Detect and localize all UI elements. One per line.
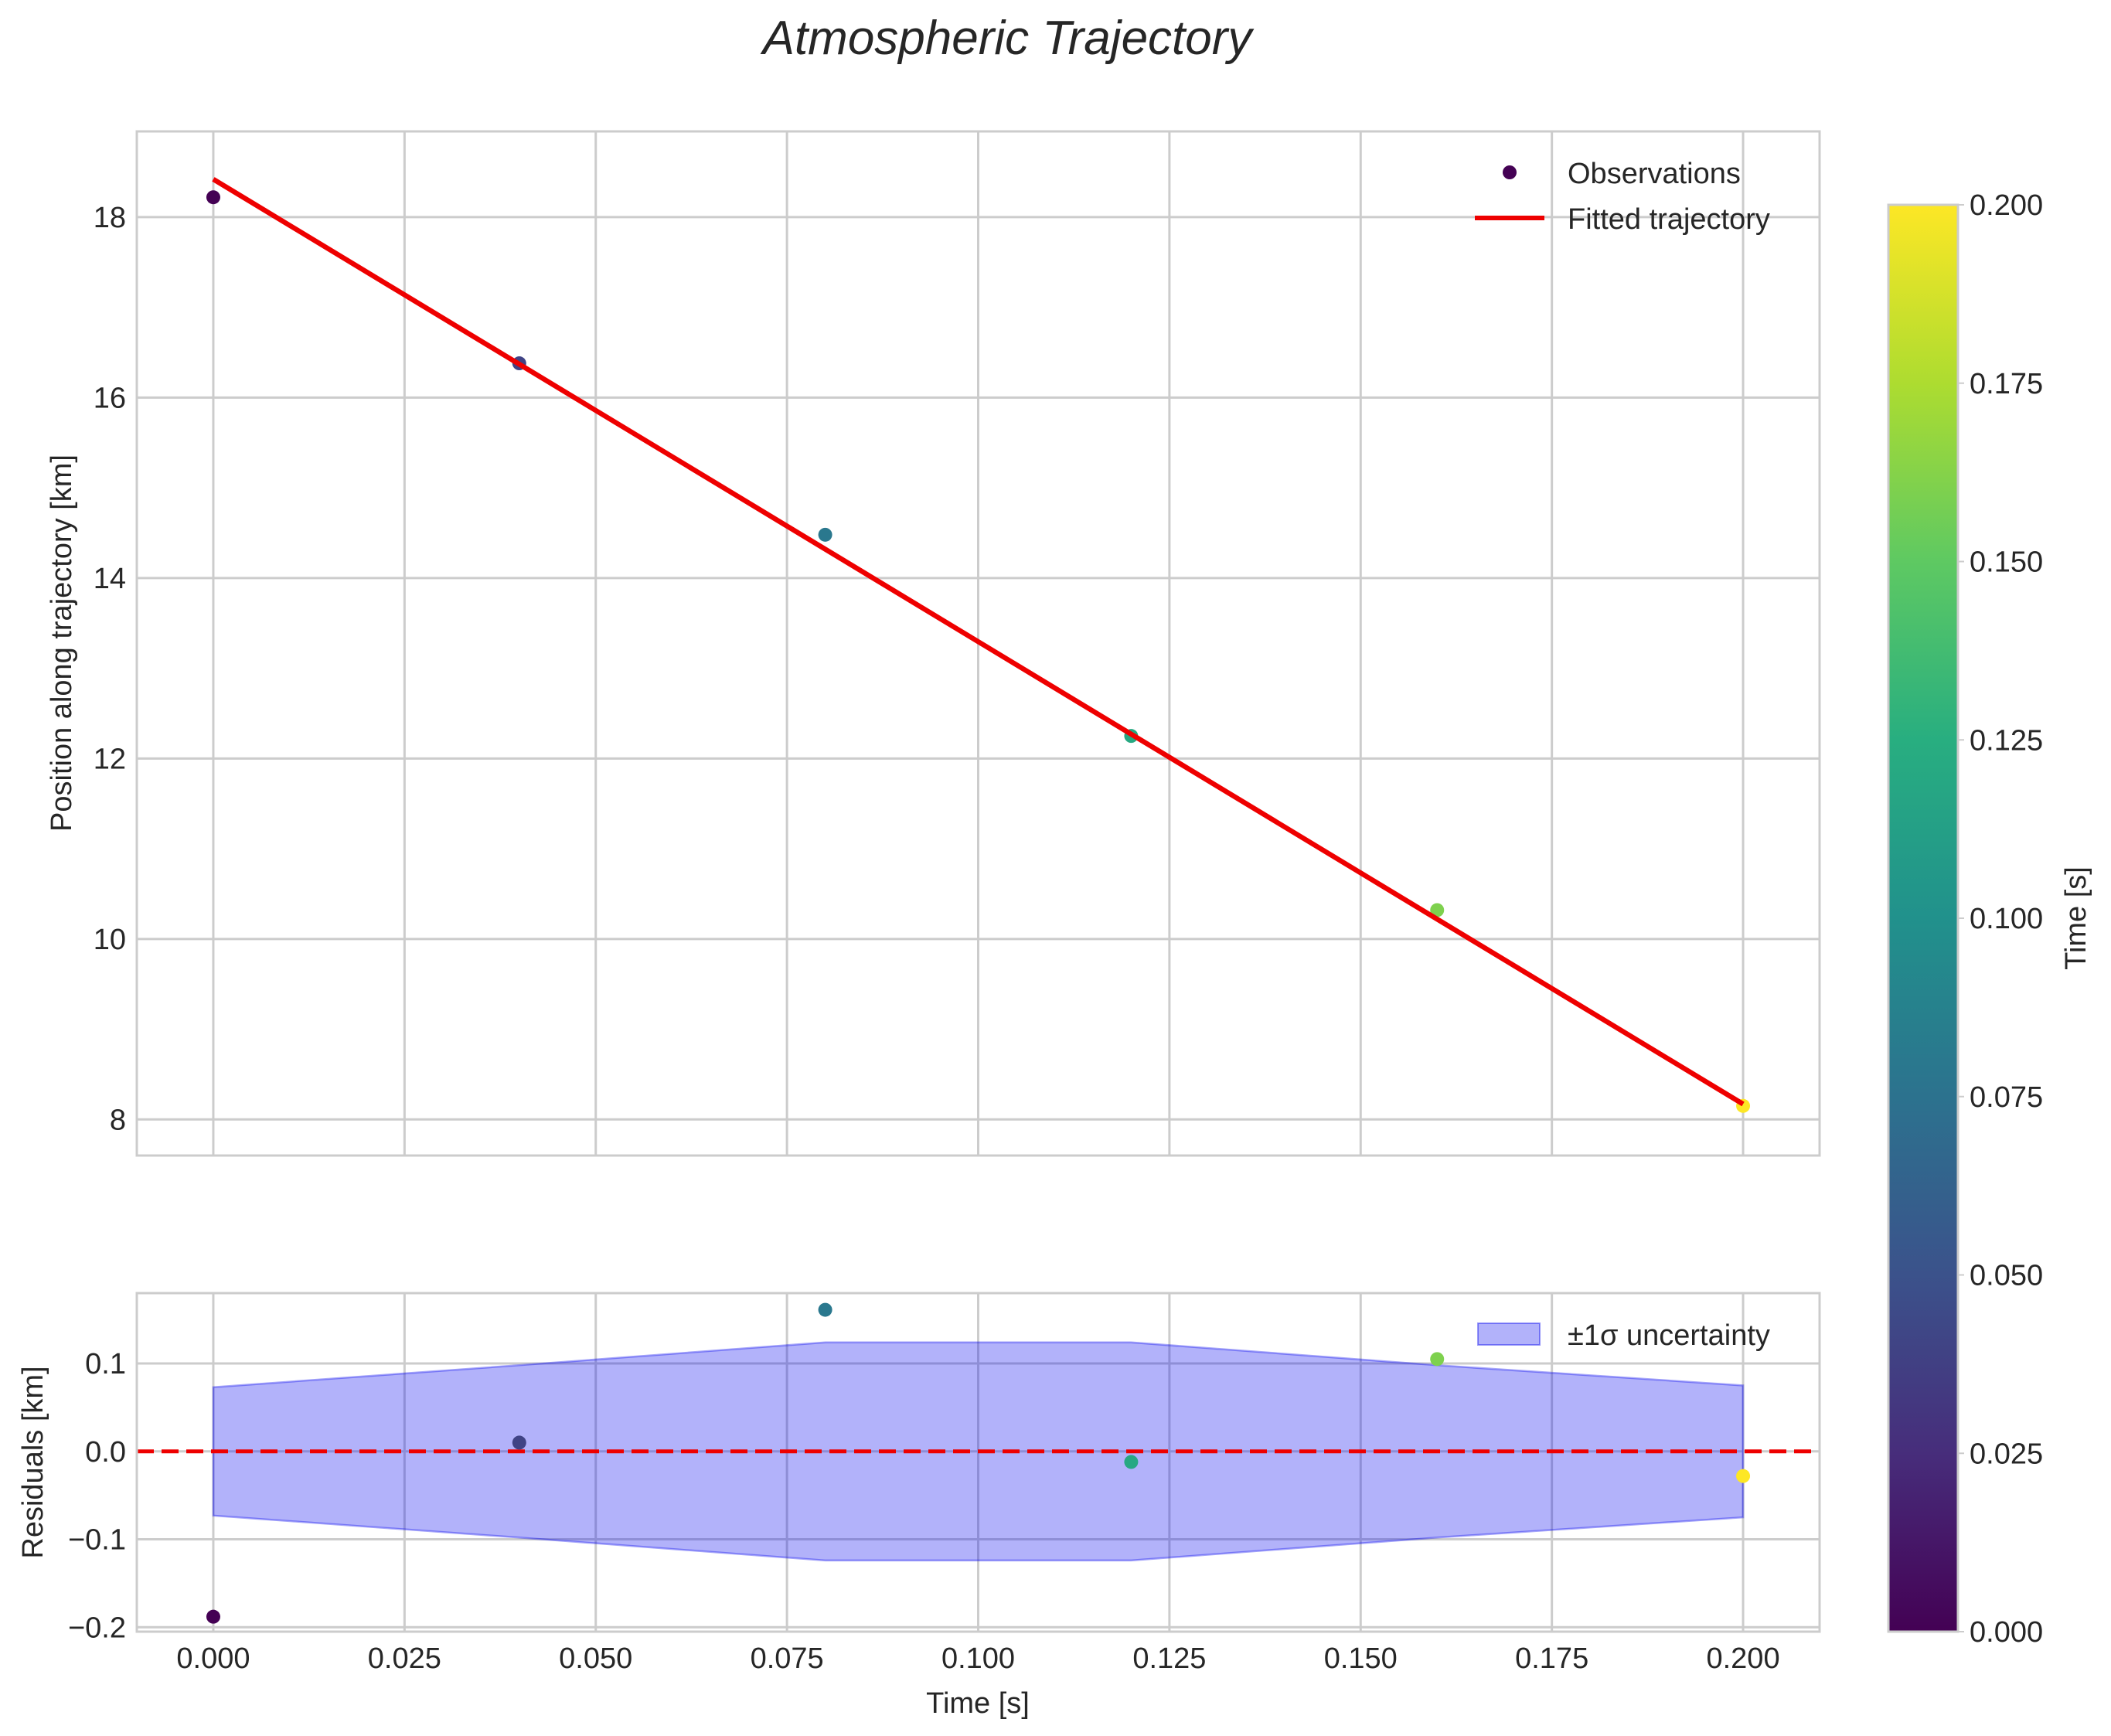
top-y-tick-label: 10: [94, 924, 126, 956]
bottom-x-tick-label: 0.150: [1324, 1642, 1398, 1675]
bottom-panel: −0.2 −0.1 0.0 0.1 0.000 0.025 0.050 0.075 0.100…: [17, 1292, 1821, 1720]
legend-uncertainty-label: ±1σ uncertainty: [1568, 1319, 1770, 1352]
colorbar: 0.000 0.025 0.050 0.075 0.100 0.125 0.150 0.175…: [1887, 189, 2092, 1649]
bottom-x-tick-label: 0.000: [176, 1642, 250, 1675]
colorbar-tick-label: 0.175: [1970, 368, 2043, 400]
bottom-y-tick-label: 0.0: [85, 1436, 126, 1469]
colorbar-tick-label: 0.025: [1970, 1438, 2043, 1470]
legend-observations-label: Observations: [1568, 158, 1741, 190]
residual-point: [818, 1302, 832, 1317]
observation-point: [206, 190, 220, 205]
colorbar-tick-label: 0.075: [1970, 1081, 2043, 1114]
chart-title: Atmospheric Trajectory: [760, 12, 1255, 65]
bottom-x-tick-label: 0.025: [368, 1642, 441, 1675]
top-legend: Observations Fitted trajectory: [1475, 158, 1770, 236]
legend-fit-label: Fitted trajectory: [1568, 203, 1770, 236]
bottom-y-tick-label: −0.2: [68, 1612, 126, 1644]
bottom-axes-frame: [135, 1292, 1821, 1633]
observation-point: [818, 527, 832, 542]
top-plot-area: [206, 177, 1751, 1113]
bottom-y-tick-labels: −0.2 −0.1 0.0 0.1: [68, 1348, 126, 1644]
bottom-x-tick-label: 0.200: [1706, 1642, 1779, 1675]
residual-point: [206, 1609, 220, 1624]
bottom-x-axis-label: Time [s]: [926, 1687, 1030, 1720]
legend-observations-marker: [1503, 165, 1517, 179]
colorbar-tick-label: 0.200: [1970, 189, 2043, 222]
observation-point: [1430, 903, 1445, 917]
bottom-y-axis-label: Residuals [km]: [17, 1366, 49, 1558]
bottom-x-tick-labels: 0.000 0.025 0.050 0.075 0.100 0.125 0.150 0.175…: [176, 1642, 1779, 1675]
top-y-tick-label: 8: [110, 1104, 126, 1136]
fitted-trajectory-line: [212, 177, 1745, 1107]
top-y-axis-label: Position along trajectory [km]: [46, 454, 78, 832]
bottom-legend: ±1σ uncertainty: [1477, 1319, 1770, 1352]
colorbar-tick-label: 0.050: [1970, 1260, 2043, 1292]
top-y-tick-label: 18: [94, 202, 126, 234]
top-y-tick-label: 14: [94, 563, 126, 595]
colorbar-tick-label: 0.150: [1970, 546, 2043, 579]
residual-point: [1124, 1455, 1139, 1469]
top-panel: 8 10 12 14 16 18 Position along trajectory [k…: [46, 130, 1821, 1157]
bottom-x-tick-label: 0.075: [751, 1642, 824, 1675]
colorbar-label: Time [s]: [2060, 866, 2092, 970]
bottom-x-tick-label: 0.175: [1515, 1642, 1588, 1675]
residual-point: [1430, 1352, 1445, 1367]
residual-point: [1736, 1469, 1751, 1483]
bottom-y-tick-label: 0.1: [85, 1348, 126, 1380]
top-gridlines: [137, 131, 1820, 1156]
top-axes-frame: [135, 130, 1821, 1157]
colorbar-gradient: [1887, 203, 1959, 1633]
bottom-y-tick-label: −0.1: [68, 1524, 126, 1557]
residual-point: [512, 1435, 526, 1450]
colorbar-tick-label: 0.125: [1970, 724, 2043, 757]
colorbar-tick-label: 0.000: [1970, 1616, 2043, 1649]
bottom-plot-area: [137, 1302, 1820, 1624]
top-y-tick-label: 12: [94, 743, 126, 775]
bottom-x-tick-label: 0.125: [1132, 1642, 1206, 1675]
colorbar-tick-labels: 0.000 0.025 0.050 0.075 0.100 0.125 0.150 0.175…: [1958, 189, 2043, 1649]
colorbar-tick-label: 0.100: [1970, 903, 2043, 935]
legend-uncertainty-swatch: [1477, 1322, 1541, 1346]
top-y-tick-labels: 8 10 12 14 16 18: [94, 202, 126, 1136]
bottom-x-tick-label: 0.100: [941, 1642, 1015, 1675]
top-y-tick-label: 16: [94, 382, 126, 414]
bottom-x-tick-label: 0.050: [559, 1642, 632, 1675]
